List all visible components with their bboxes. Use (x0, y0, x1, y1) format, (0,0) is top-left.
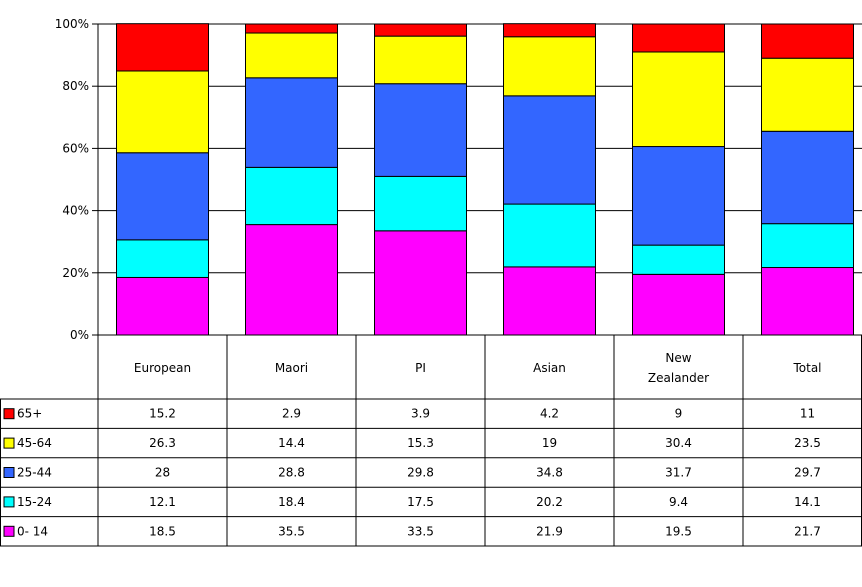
bar-new-zealander-15-24 (632, 244, 725, 275)
data-label-pi-25-44: 29.8 (407, 466, 434, 480)
table-row-label-15-24: 15-24 (17, 495, 52, 509)
data-label-pi-65: 3.9 (411, 407, 430, 421)
table-header-new-zealander: Zealander (648, 371, 709, 385)
data-label-new-zealander-65: 9 (675, 407, 683, 421)
legend-swatch-15-24 (3, 496, 15, 508)
data-label-asian-25-44: 34.8 (536, 466, 563, 480)
bar-maori-65 (245, 23, 338, 34)
gridlines (98, 23, 862, 336)
data-label-maori-45-64: 14.4 (278, 436, 305, 450)
table-header-total: Total (792, 361, 821, 375)
data-label-maori-25-44: 28.8 (278, 466, 305, 480)
legend-swatch-0-14 (3, 525, 15, 537)
bar-total-0-14 (761, 267, 854, 336)
bar-pi-65 (374, 23, 467, 37)
bar-european-65 (116, 23, 209, 72)
data-label-european-15-24: 12.1 (149, 495, 176, 509)
data-label-pi-15-24: 17.5 (407, 495, 434, 509)
bar-european-15-24 (116, 239, 209, 278)
data-label-total-65: 11 (800, 407, 815, 421)
data-label-european-0-14: 18.5 (149, 524, 176, 538)
bar-maori-25-44 (245, 77, 338, 168)
bar-european-25-44 (116, 152, 209, 241)
data-label-maori-15-24: 18.4 (278, 495, 305, 509)
data-table: European Maori PI Asian New Zealander Total 65+… (0, 335, 862, 547)
table-row-label-25-44: 25-44 (17, 466, 52, 480)
data-label-new-zealander-15-24: 9.4 (669, 495, 688, 509)
bar-total-65 (761, 23, 854, 59)
bar-maori-15-24 (245, 166, 338, 226)
bar-new-zealander-65 (632, 23, 725, 53)
y-axis: 0% 20% 40% 60% 80% 100% (55, 17, 99, 342)
table-header-pi: PI (415, 361, 426, 375)
bar-maori-45-64 (245, 32, 338, 79)
bar-asian-65 (503, 23, 596, 38)
bar-asian-45-64 (503, 36, 596, 97)
bar-total-25-44 (761, 130, 854, 225)
data-label-pi-45-64: 15.3 (407, 436, 434, 450)
bar-total-45-64 (761, 57, 854, 132)
table-row-label-45-64: 45-64 (17, 436, 52, 450)
table-header-new-zealander: New (665, 351, 691, 365)
data-label-new-zealander-25-44: 31.7 (665, 466, 692, 480)
data-label-european-65: 15.2 (149, 407, 176, 421)
data-label-new-zealander-45-64: 30.4 (665, 436, 692, 450)
data-label-total-0-14: 21.7 (794, 524, 821, 538)
legend-swatch-65 (3, 408, 15, 420)
y-tick-label: 100% (55, 17, 89, 31)
y-tick-label: 80% (62, 79, 89, 93)
y-tick-label: 20% (62, 266, 89, 280)
table-row-label-0-14: 0- 14 (17, 524, 48, 538)
data-label-asian-65: 4.2 (540, 407, 559, 421)
bar-new-zealander-25-44 (632, 146, 725, 246)
data-label-total-15-24: 14.1 (794, 495, 821, 509)
y-tick-label: 60% (62, 141, 89, 155)
data-label-maori-65: 2.9 (282, 407, 301, 421)
data-label-maori-0-14: 35.5 (278, 524, 305, 538)
bar-asian-15-24 (503, 203, 596, 268)
bar-segments (116, 23, 854, 336)
bar-new-zealander-45-64 (632, 51, 725, 148)
table-header-european: European (134, 361, 191, 375)
bar-pi-25-44 (374, 83, 467, 177)
data-label-pi-0-14: 33.5 (407, 524, 434, 538)
data-label-new-zealander-0-14: 19.5 (665, 524, 692, 538)
bar-european-0-14 (116, 276, 209, 336)
bar-pi-15-24 (374, 175, 467, 232)
data-label-total-25-44: 29.7 (794, 466, 821, 480)
legend-swatch-25-44 (3, 467, 15, 478)
data-label-european-25-44: 28 (155, 466, 170, 480)
table-row-label-65: 65+ (17, 407, 42, 421)
bar-maori-0-14 (245, 224, 338, 336)
table-header-asian: Asian (533, 361, 566, 375)
bar-total-15-24 (761, 223, 854, 269)
data-label-european-45-64: 26.3 (149, 436, 176, 450)
bar-pi-0-14 (374, 230, 467, 336)
table-header-maori: Maori (275, 361, 308, 375)
data-label-total-45-64: 23.5 (794, 436, 821, 450)
bar-pi-45-64 (374, 35, 467, 85)
y-tick-label: 40% (62, 204, 89, 218)
bar-asian-25-44 (503, 95, 596, 205)
data-label-asian-0-14: 21.9 (536, 524, 563, 538)
bar-new-zealander-0-14 (632, 273, 725, 336)
bar-european-45-64 (116, 70, 209, 154)
legend-swatch-45-64 (3, 437, 15, 449)
y-tick-label: 0% (70, 328, 89, 342)
data-label-asian-15-24: 20.2 (536, 495, 563, 509)
bar-asian-0-14 (503, 266, 596, 336)
data-label-asian-45-64: 19 (542, 436, 557, 450)
